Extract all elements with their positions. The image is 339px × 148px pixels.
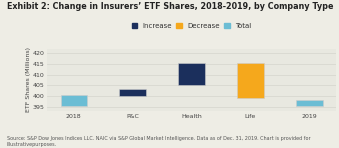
Bar — [178, 63, 205, 85]
Bar — [237, 63, 264, 98]
Text: Source: S&P Dow Jones Indices LLC. NAIC via S&P Global Market Intelligence. Data: Source: S&P Dow Jones Indices LLC. NAIC … — [7, 136, 311, 147]
Y-axis label: ETF Shares (Millions): ETF Shares (Millions) — [26, 47, 31, 112]
Legend: Increase, Decrease, Total: Increase, Decrease, Total — [129, 20, 254, 32]
Bar — [296, 100, 322, 106]
Text: Exhibit 2: Change in Insurers’ ETF Shares, 2018-2019, by Company Type: Exhibit 2: Change in Insurers’ ETF Share… — [7, 2, 333, 11]
Bar — [119, 89, 146, 96]
Bar — [61, 95, 87, 106]
